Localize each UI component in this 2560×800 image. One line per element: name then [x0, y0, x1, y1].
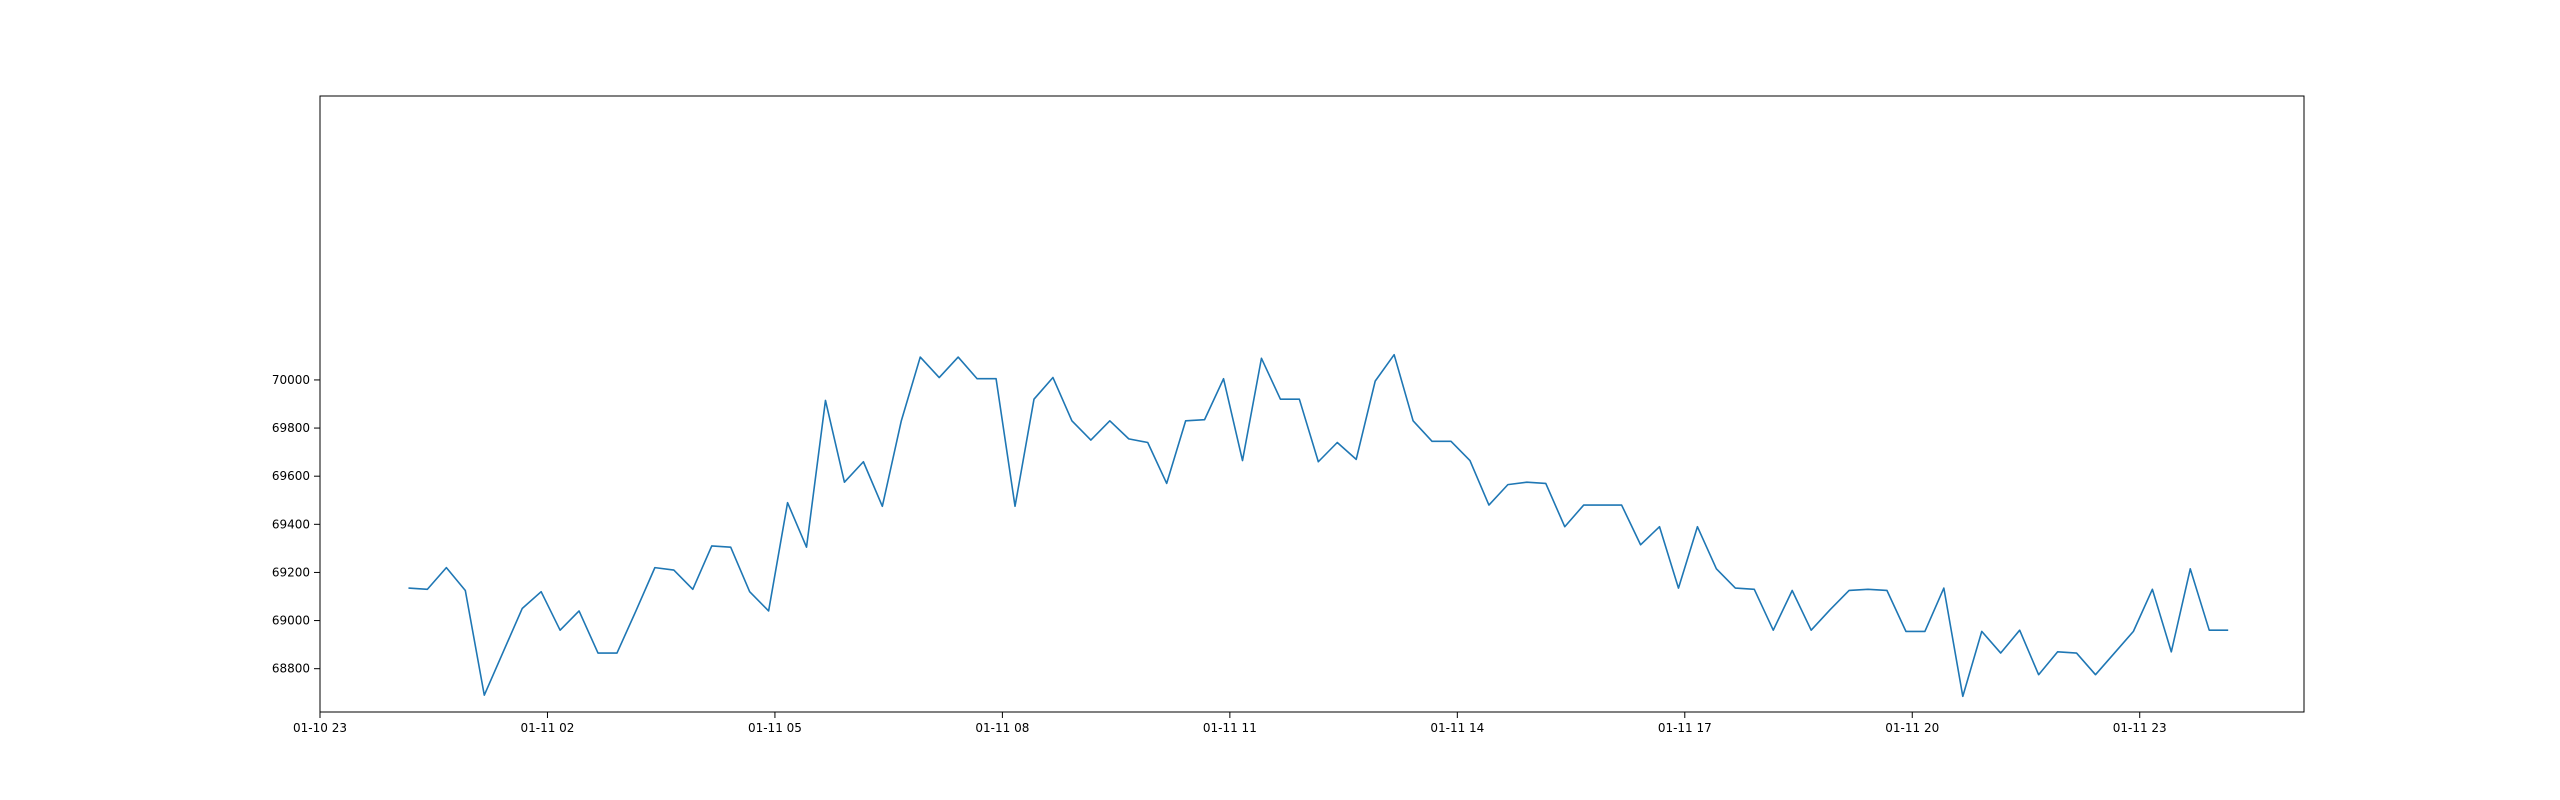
y-tick-label: 69400: [272, 517, 310, 531]
plot-area: [320, 96, 2304, 712]
y-tick-label: 68800: [272, 662, 310, 676]
x-tick-label: 01-11 08: [975, 721, 1029, 735]
x-axis-ticks: 01-10 23 01-11 02 01-11 05 01-11 08 01-11 11…: [293, 712, 2167, 735]
axes-frame: [319, 95, 2305, 713]
y-tick-label: 69000: [272, 614, 310, 628]
y-tick-label: 70000: [272, 373, 310, 387]
price-series-line: [408, 353, 2229, 698]
x-tick-label: 01-11 20: [1885, 721, 1939, 735]
x-tick-label: 01-11 05: [748, 721, 802, 735]
x-tick-label: 01-11 11: [1203, 721, 1257, 735]
x-tick-label: 01-10 23: [293, 721, 347, 735]
x-tick-label: 01-11 17: [1658, 721, 1712, 735]
y-tick-label: 69600: [272, 469, 310, 483]
x-tick-label: 01-11 14: [1430, 721, 1484, 735]
y-tick-label: 69200: [272, 565, 310, 579]
y-tick-label: 69800: [272, 421, 310, 435]
x-tick-label: 01-11 23: [2113, 721, 2167, 735]
x-tick-label: 01-11 02: [520, 721, 574, 735]
y-axis-ticks: 68800 69000 69200 69400 69600 69800 70000: [272, 373, 320, 676]
